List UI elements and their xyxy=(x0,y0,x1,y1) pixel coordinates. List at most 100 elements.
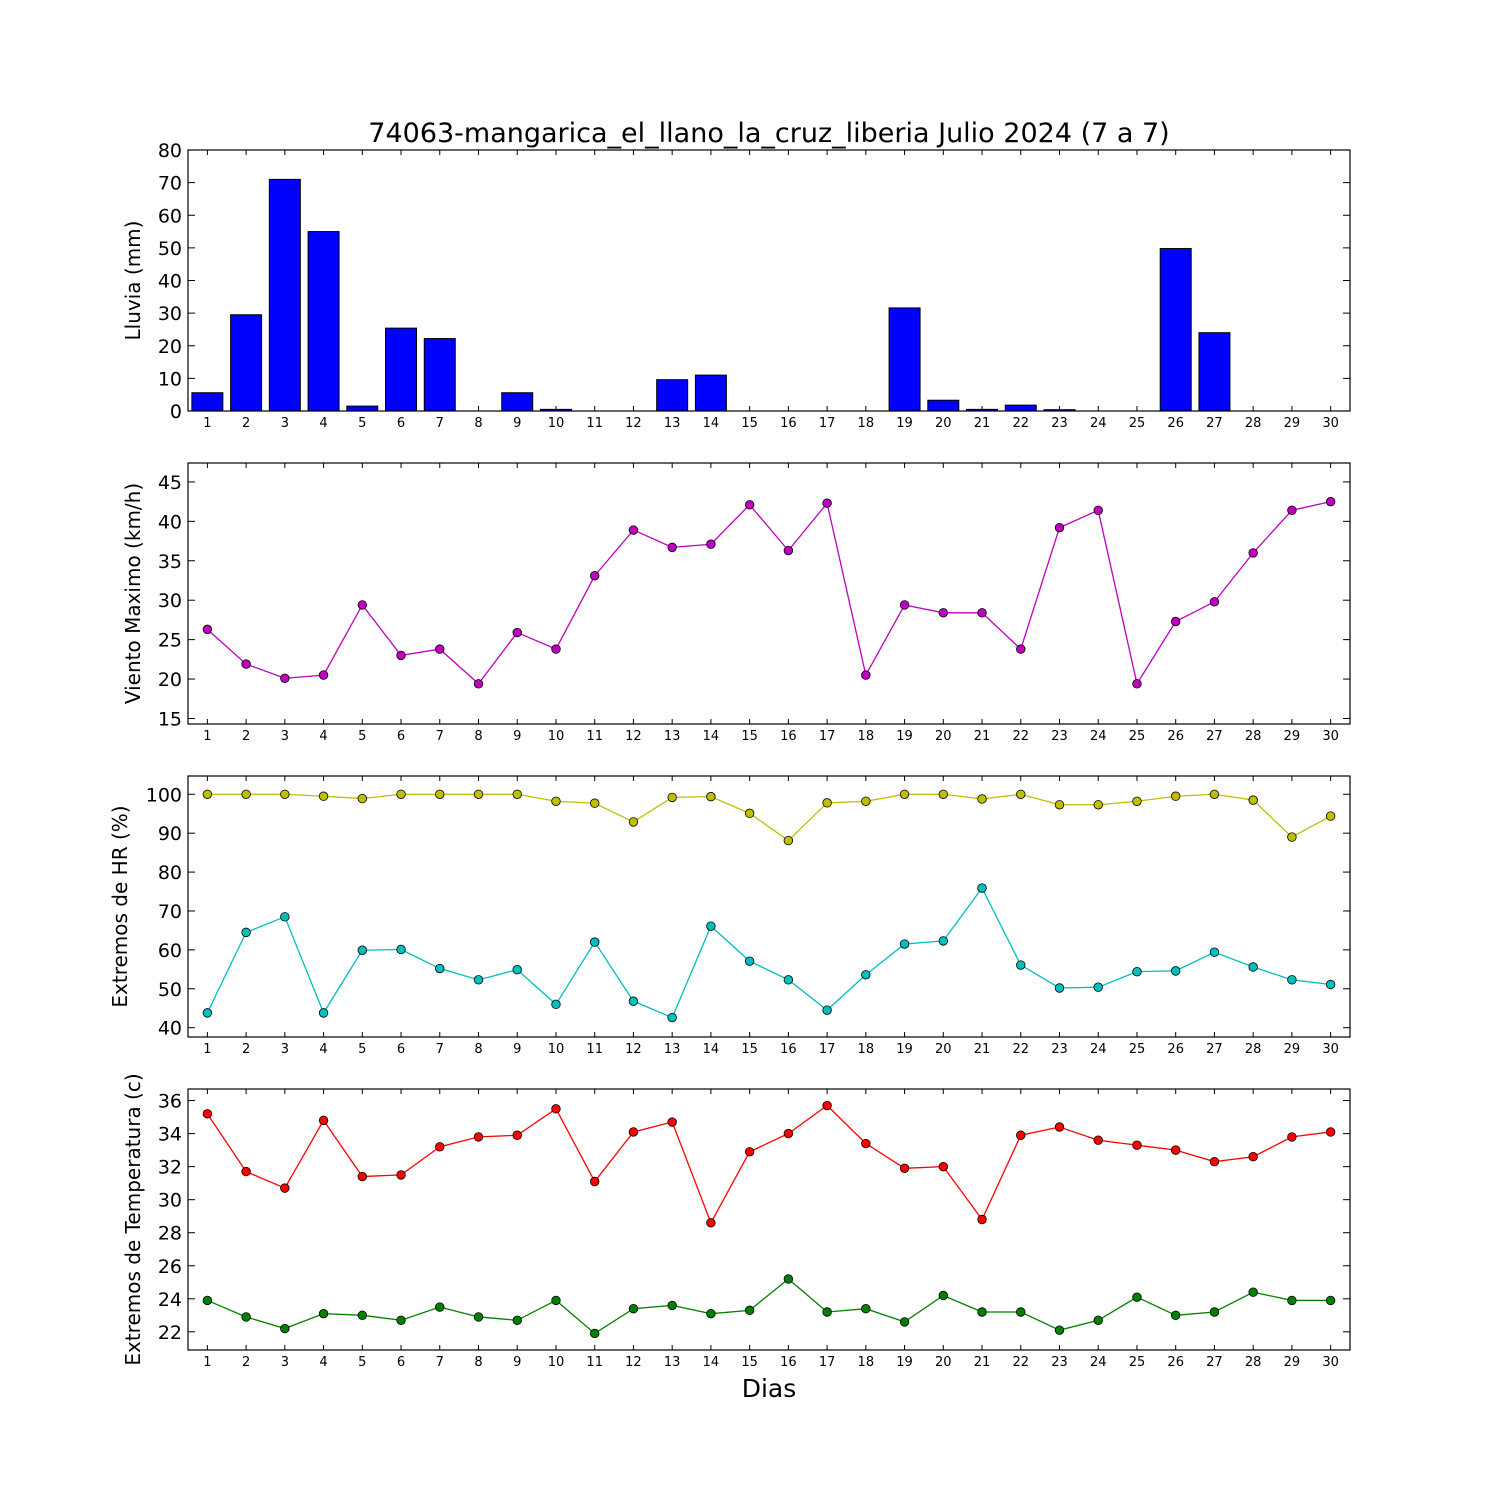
x-tick-label: 6 xyxy=(397,1355,405,1370)
data-point xyxy=(706,539,716,549)
data-point xyxy=(628,1304,639,1314)
data-point xyxy=(280,1183,290,1193)
data-point xyxy=(280,789,290,799)
x-tick-label: 25 xyxy=(1129,1042,1146,1057)
data-point xyxy=(667,542,677,553)
data-point xyxy=(280,673,290,683)
data-point xyxy=(861,970,871,980)
data-point xyxy=(899,1317,910,1327)
data-point xyxy=(744,956,755,966)
data-point xyxy=(473,1312,484,1322)
x-tick-label: 13 xyxy=(664,416,681,431)
x-tick-label: 22 xyxy=(1012,1042,1029,1057)
x-tick-label: 16 xyxy=(780,729,797,744)
data-point xyxy=(667,1300,677,1311)
x-tick-label: 16 xyxy=(780,1355,797,1370)
data-point xyxy=(783,975,794,985)
data-point xyxy=(202,1008,213,1018)
data-point xyxy=(357,945,368,955)
data-point xyxy=(899,939,910,949)
data-point xyxy=(590,937,600,947)
x-tick-label: 16 xyxy=(780,416,797,431)
y-tick-label: 90 xyxy=(158,823,182,845)
y-tick-label: 100 xyxy=(146,784,182,806)
y-axis-label: Extremos de Temperatura (c) xyxy=(121,1073,145,1365)
x-tick-label: 30 xyxy=(1322,1042,1339,1057)
data-point xyxy=(899,1163,910,1173)
x-tick-label: 19 xyxy=(896,1355,913,1370)
data-point xyxy=(1016,1130,1026,1140)
data-point xyxy=(590,571,600,581)
y-tick-label: 80 xyxy=(158,862,182,884)
series-line xyxy=(206,886,1331,1019)
y-tick-label: 50 xyxy=(158,238,182,260)
data-point xyxy=(861,1304,871,1314)
x-tick-label: 8 xyxy=(474,729,482,744)
y-tick-label: 28 xyxy=(158,1223,182,1245)
x-tick-label: 18 xyxy=(858,1355,875,1370)
x-tick-label: 26 xyxy=(1167,1355,1184,1370)
x-tick-label: 13 xyxy=(664,1355,681,1370)
y-tick-label: 30 xyxy=(158,303,182,325)
x-tick-label: 22 xyxy=(1012,1355,1029,1370)
bar xyxy=(268,178,301,412)
data-point xyxy=(938,789,949,799)
x-tick-label: 14 xyxy=(703,1042,720,1057)
data-point xyxy=(1325,1295,1336,1306)
data-point xyxy=(1093,505,1103,516)
x-tick-label: 17 xyxy=(819,1355,836,1370)
x-tick-label: 15 xyxy=(741,1355,758,1370)
data-point xyxy=(1054,983,1065,993)
data-point xyxy=(512,789,522,799)
y-tick-label: 60 xyxy=(158,205,182,227)
data-point xyxy=(241,1166,251,1177)
data-point xyxy=(396,1170,406,1180)
data-point xyxy=(1209,947,1220,957)
series-line xyxy=(207,793,1331,842)
x-tick-label: 28 xyxy=(1245,729,1262,744)
bar xyxy=(888,307,921,412)
x-tick-label: 10 xyxy=(548,1355,565,1370)
data-point xyxy=(512,1315,522,1325)
x-tick-label: 1 xyxy=(203,1042,211,1057)
x-tick-label: 21 xyxy=(974,416,991,431)
bar xyxy=(1198,332,1231,412)
bar xyxy=(230,314,263,412)
x-tick-label: 30 xyxy=(1322,729,1339,744)
data-point xyxy=(667,1012,677,1023)
plot-frame xyxy=(187,1088,1351,1351)
data-point xyxy=(899,789,910,799)
series-line xyxy=(207,1278,1331,1335)
x-tick-label: 10 xyxy=(548,729,565,744)
x-tick-label: 1 xyxy=(203,1355,211,1370)
data-point xyxy=(1325,1127,1336,1137)
data-point xyxy=(512,965,522,975)
data-point xyxy=(1287,832,1297,842)
plot-frame xyxy=(187,149,1351,412)
data-point xyxy=(551,644,561,654)
x-tick-label: 27 xyxy=(1206,416,1223,431)
x-tick-label: 3 xyxy=(281,1355,289,1370)
data-point xyxy=(977,1307,987,1317)
data-point xyxy=(1325,811,1336,821)
data-point xyxy=(473,975,484,985)
x-tick-label: 12 xyxy=(625,416,642,431)
data-point xyxy=(1248,1287,1258,1297)
data-point xyxy=(1016,1307,1026,1317)
data-point xyxy=(590,1176,600,1187)
x-tick-label: 4 xyxy=(319,1042,327,1057)
data-point xyxy=(473,679,484,689)
x-tick-label: 18 xyxy=(858,416,875,431)
data-point xyxy=(706,791,716,802)
x-tick-label: 30 xyxy=(1322,416,1339,431)
data-point xyxy=(396,1315,406,1325)
x-tick-label: 27 xyxy=(1206,1355,1223,1370)
x-tick-label: 24 xyxy=(1090,729,1107,744)
data-point xyxy=(1170,966,1181,976)
data-point xyxy=(744,1147,755,1157)
x-tick-label: 23 xyxy=(1051,1355,1068,1370)
data-point xyxy=(1016,644,1026,654)
data-point xyxy=(435,1142,445,1152)
data-point xyxy=(744,500,755,510)
